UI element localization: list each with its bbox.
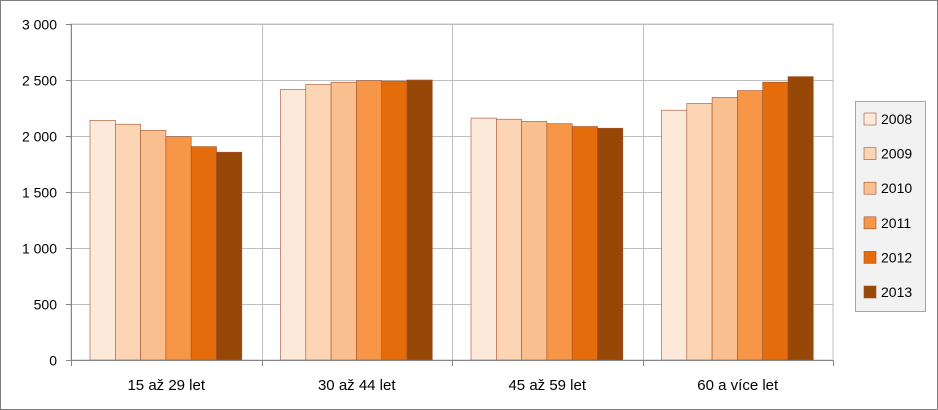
legend-swatch-2012 (863, 251, 877, 264)
bar-2012-0 (190, 146, 217, 361)
legend-swatch-2008 (863, 112, 877, 126)
bar-2013-3 (787, 76, 814, 361)
bar-2011-3 (737, 90, 764, 361)
legend-label-2013: 2013 (881, 284, 912, 300)
y-tick-labels: 0 500 1 000 1 500 2 000 2 500 3 000 (22, 17, 57, 369)
bar-2011-1 (356, 80, 382, 361)
bar-2012-3 (762, 81, 789, 361)
bar-2009-0 (115, 123, 141, 361)
x-category-label: 15 až 29 let (127, 377, 205, 394)
y-tick-label: 2 500 (22, 73, 57, 89)
legend-swatch-2010 (863, 181, 877, 195)
y-tick-label: 2 000 (22, 129, 57, 145)
bar-2008-0 (89, 120, 116, 361)
x-category-label: 60 a více let (697, 377, 779, 394)
legend-box (855, 101, 926, 312)
bar-2013-2 (597, 127, 624, 361)
bar-2012-2 (571, 126, 598, 361)
bar-2012-1 (381, 80, 408, 361)
legend-label-2011: 2011 (881, 215, 911, 231)
bar-2008-3 (661, 109, 688, 361)
bar-2013-0 (216, 151, 243, 361)
x-category-labels: 15 až 29 let 30 až 44 let 45 až 59 let 60 a… (127, 377, 779, 394)
legend-label-2012: 2012 (881, 249, 912, 265)
axes (66, 24, 834, 366)
legend-label-2009: 2009 (881, 146, 912, 162)
legend: 2008 2009 2010 2011 2012 2013 (855, 101, 926, 312)
y-tick-label: 1 500 (22, 185, 57, 201)
legend-label-2008: 2008 (881, 111, 912, 127)
y-tick-label: 0 (49, 353, 57, 369)
bar-2011-2 (546, 123, 573, 361)
bar-2010-0 (140, 130, 167, 361)
bar-2010-2 (521, 121, 548, 361)
y-tick-label: 500 (34, 297, 58, 313)
bar-2009-1 (305, 84, 332, 361)
bar-2011-0 (165, 136, 192, 361)
bar-2009-3 (686, 103, 713, 361)
y-tick-label: 3 000 (22, 17, 57, 33)
bar-2009-2 (495, 118, 522, 361)
legend-swatch-2013 (863, 285, 877, 299)
bar-2008-2 (470, 117, 497, 361)
legend-swatch-2009 (863, 147, 877, 160)
bars (89, 76, 814, 361)
bar-2008-1 (280, 89, 307, 361)
bar-2013-1 (406, 79, 433, 361)
x-category-label: 30 až 44 let (318, 377, 396, 394)
legend-swatch-2011 (863, 216, 877, 230)
y-tick-label: 1 000 (22, 241, 57, 257)
bar-2010-3 (711, 97, 738, 361)
bar-2010-1 (330, 81, 357, 361)
x-category-label: 45 až 59 let (508, 377, 586, 394)
legend-label-2010: 2010 (881, 180, 912, 196)
